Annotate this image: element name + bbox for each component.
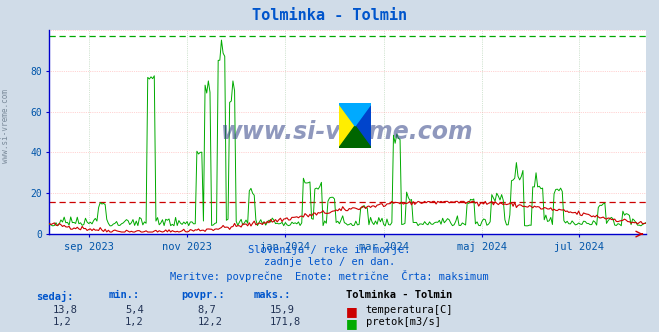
Polygon shape bbox=[339, 103, 372, 148]
Text: 1,2: 1,2 bbox=[125, 317, 144, 327]
Text: Meritve: povprečne  Enote: metrične  Črta: maksimum: Meritve: povprečne Enote: metrične Črta:… bbox=[170, 270, 489, 282]
Text: 15,9: 15,9 bbox=[270, 305, 295, 315]
Text: sedaj:: sedaj: bbox=[36, 290, 74, 301]
Polygon shape bbox=[339, 103, 372, 148]
Text: ■: ■ bbox=[346, 305, 358, 318]
Text: Tolminka - Tolmin: Tolminka - Tolmin bbox=[252, 8, 407, 23]
Polygon shape bbox=[339, 126, 372, 148]
Text: Slovenija / reke in morje.: Slovenija / reke in morje. bbox=[248, 245, 411, 255]
Text: 8,7: 8,7 bbox=[198, 305, 216, 315]
Polygon shape bbox=[339, 103, 372, 148]
Text: min.:: min.: bbox=[109, 290, 140, 300]
Text: zadnje leto / en dan.: zadnje leto / en dan. bbox=[264, 257, 395, 267]
Polygon shape bbox=[339, 103, 372, 126]
Text: www.si-vreme.com: www.si-vreme.com bbox=[221, 120, 474, 144]
Text: 13,8: 13,8 bbox=[53, 305, 78, 315]
Text: 5,4: 5,4 bbox=[125, 305, 144, 315]
Text: 171,8: 171,8 bbox=[270, 317, 301, 327]
Text: www.si-vreme.com: www.si-vreme.com bbox=[1, 89, 10, 163]
Text: maks.:: maks.: bbox=[254, 290, 291, 300]
Text: pretok[m3/s]: pretok[m3/s] bbox=[366, 317, 441, 327]
Text: Tolminka - Tolmin: Tolminka - Tolmin bbox=[346, 290, 452, 300]
Polygon shape bbox=[355, 103, 372, 148]
Text: 1,2: 1,2 bbox=[53, 317, 71, 327]
Text: povpr.:: povpr.: bbox=[181, 290, 225, 300]
Text: temperatura[C]: temperatura[C] bbox=[366, 305, 453, 315]
Text: 12,2: 12,2 bbox=[198, 317, 223, 327]
Text: ■: ■ bbox=[346, 317, 358, 330]
